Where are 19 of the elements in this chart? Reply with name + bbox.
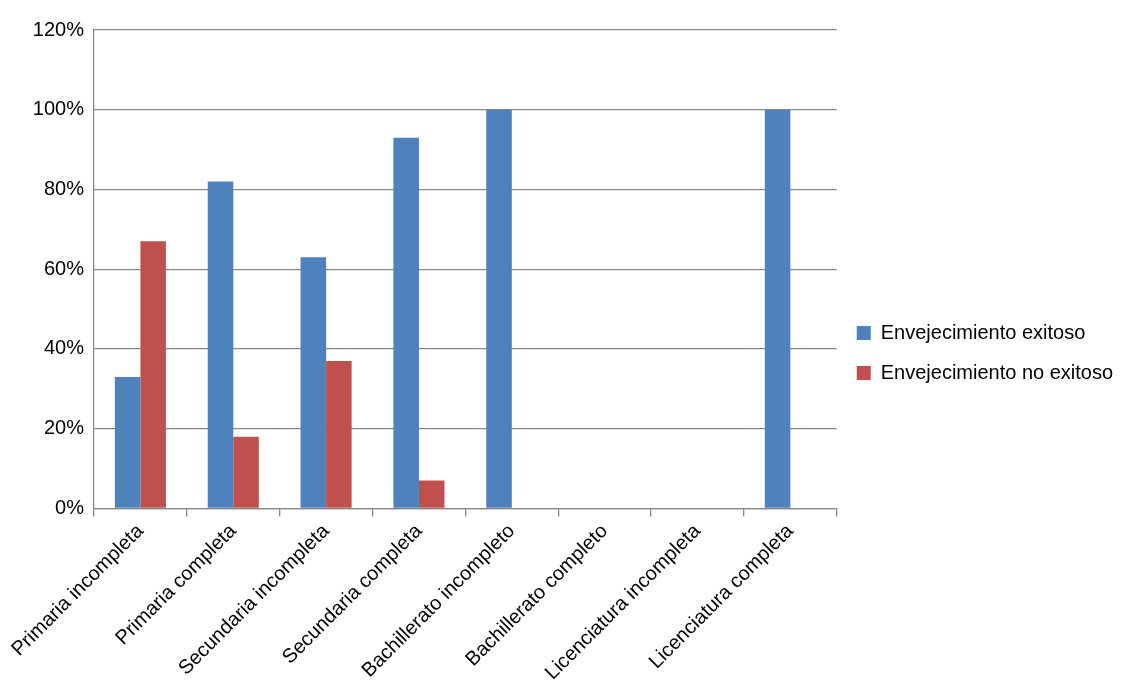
bar: [326, 360, 352, 508]
y-tick-label: 0%: [55, 495, 85, 518]
y-tick-label: 60%: [43, 256, 85, 279]
bar: [140, 241, 166, 508]
bar: [418, 480, 445, 508]
y-tick-label: 100%: [32, 97, 85, 120]
bar: [233, 436, 259, 508]
legend-label: Envejecimiento no exitoso: [880, 360, 1114, 383]
bar: [486, 109, 512, 508]
bar: [207, 181, 234, 508]
y-tick-label: 40%: [43, 336, 85, 359]
y-tick-label: 20%: [43, 416, 85, 439]
y-tick-label: 80%: [43, 177, 85, 199]
bar: [300, 257, 327, 508]
bar: [393, 137, 419, 508]
bar: [114, 376, 141, 508]
bar: [764, 109, 791, 508]
y-tick-label: 120%: [32, 17, 85, 40]
legend-label: Envejecimiento exitoso: [880, 320, 1086, 343]
